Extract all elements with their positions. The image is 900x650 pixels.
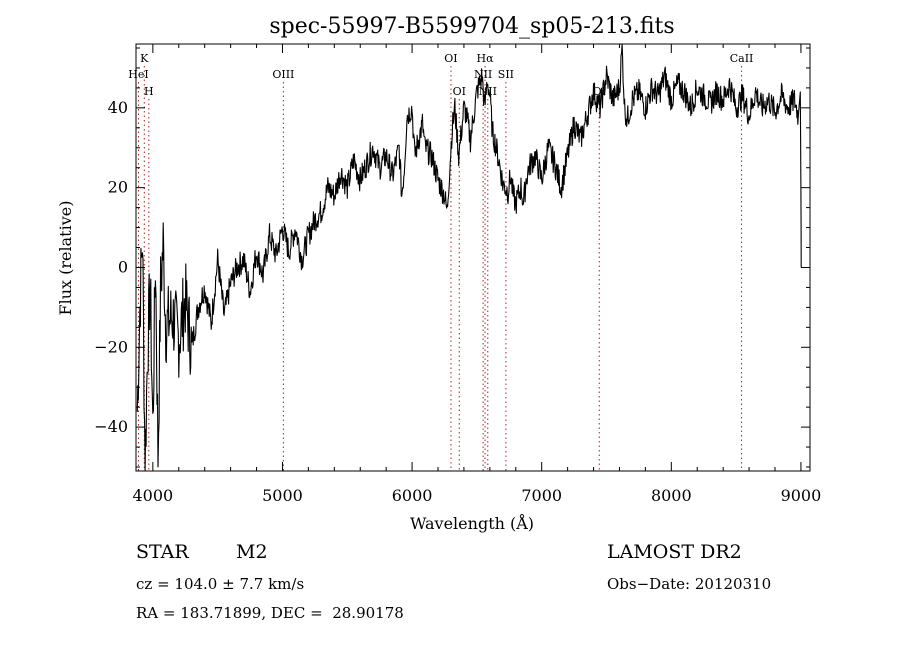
marker-label: SII [498, 68, 514, 81]
x-tick-label: 9000 [781, 486, 822, 505]
marker-label: CaII [730, 52, 754, 65]
x-tick-label: 8000 [651, 486, 692, 505]
y-tick-label: −40 [94, 417, 128, 436]
object-subclass: M2 [236, 541, 268, 563]
chart-title: spec-55997-B5599704_sp05-213.fits [269, 14, 674, 39]
marker-label: HeI [128, 68, 148, 81]
y-tick-label: 20 [108, 178, 128, 197]
y-tick-label: 0 [118, 257, 128, 276]
redshift-cz: cz = 104.0 ± 7.7 km/s [136, 575, 305, 593]
x-axis-ticks: 4000 5000 6000 7000 8000 9000 [132, 44, 821, 505]
y-axis-ticks: −40 −20 0 20 40 [94, 47, 810, 468]
marker-label: K [140, 52, 149, 65]
y-axis-label: Flux (relative) [56, 201, 75, 316]
y-tick-label: −20 [94, 337, 128, 356]
survey-name: LAMOST DR2 [607, 541, 742, 563]
marker-label: OI [444, 52, 457, 65]
spectrum-line [136, 43, 802, 472]
marker-label: OIII [272, 68, 294, 81]
x-axis-label: Wavelength (Å) [410, 513, 534, 533]
observation-date: Obs−Date: 20120310 [607, 575, 772, 593]
marker-label: Hα [477, 52, 495, 65]
x-tick-label: 5000 [262, 486, 303, 505]
ra-dec-coordinates: RA = 183.71899, DEC = 28.90178 [136, 604, 404, 622]
x-tick-label: 7000 [521, 486, 562, 505]
x-tick-label: 6000 [392, 486, 433, 505]
spectrum-plot: spec-55997-B5599704_sp05-213.fits K HeI H O… [56, 14, 821, 533]
x-tick-label: 4000 [132, 486, 173, 505]
plot-frame [135, 43, 811, 472]
marker-label: H [144, 85, 154, 98]
emission-line-markers [137, 66, 743, 471]
object-class: STAR [136, 541, 189, 563]
marker-label: OI [453, 85, 466, 98]
y-tick-label: 40 [108, 98, 128, 117]
